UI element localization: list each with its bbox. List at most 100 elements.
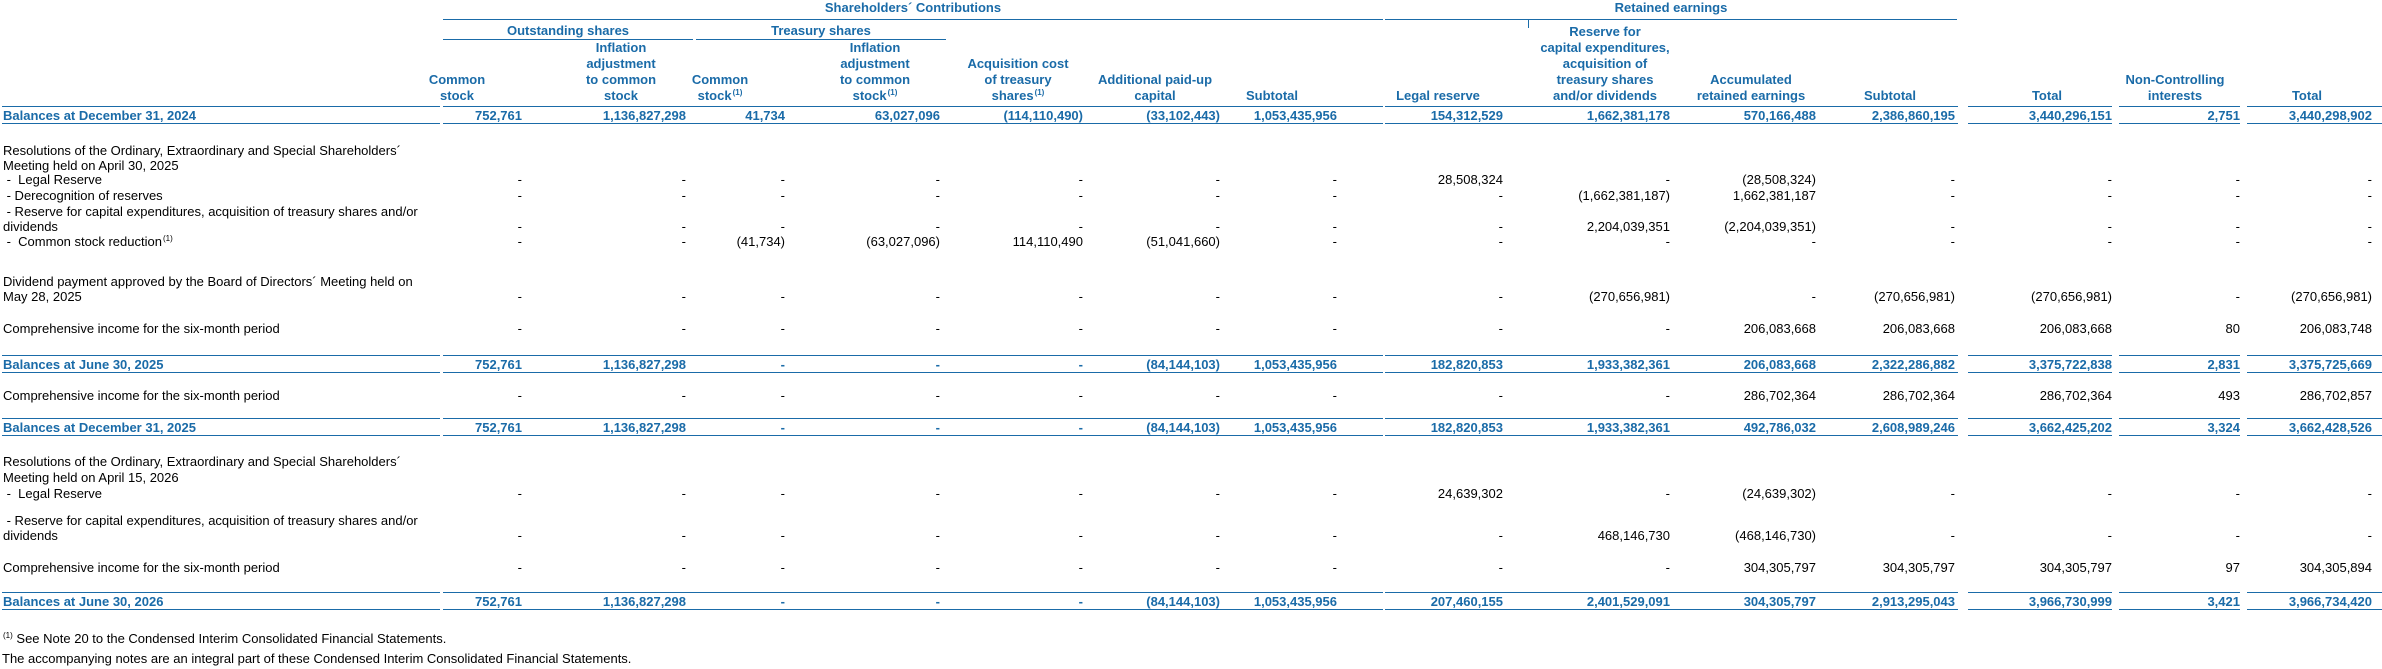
cell-total1: - (2107, 528, 2112, 543)
cell-accum_re: 206,083,668 (1743, 321, 1816, 336)
column-header-ts_common_stock: Common (691, 72, 749, 87)
divider (1385, 123, 1958, 124)
cell-subtotal1: 1,053,435,956 (1253, 594, 1337, 609)
cell-subtotal1: 1,053,435,956 (1253, 357, 1337, 372)
cell-total2: - (2367, 486, 2372, 501)
cell-total2: 3,375,725,669 (2288, 357, 2372, 372)
cell-ts_common_stock: - (780, 321, 785, 336)
cell-total2: - (2367, 234, 2372, 249)
cell-common_stock: - (517, 528, 522, 543)
cell-common_stock: - (517, 388, 522, 403)
cell-apic: - (1215, 219, 1220, 234)
cell-accum_re: 206,083,668 (1743, 357, 1816, 372)
cell-ts_common_stock: - (780, 420, 785, 435)
divider (1528, 20, 1529, 28)
cell-apic: (33,102,443) (1146, 108, 1220, 123)
cell-legal_reserve: 182,820,853 (1430, 357, 1503, 372)
divider (2119, 609, 2240, 610)
row-label: Meeting held on April 30, 2025 (3, 158, 179, 174)
cell-nci: 97 (2225, 560, 2240, 575)
cell-subtotal2: 206,083,668 (1882, 321, 1955, 336)
divider (1968, 609, 2112, 610)
cell-legal_reserve: - (1498, 388, 1503, 403)
cell-nci: - (2235, 234, 2240, 249)
divider (1385, 355, 1958, 356)
divider (2119, 592, 2240, 593)
cell-acq_cost: - (1078, 486, 1083, 501)
cell-ts_common_stock: - (780, 486, 785, 501)
divider (2, 123, 440, 124)
cell-total2: 286,702,857 (2299, 388, 2372, 403)
column-header-subtotal1: Subtotal (1246, 88, 1298, 103)
divider (1385, 372, 1958, 373)
divider (2, 418, 440, 419)
row-label: - Legal Reserve (3, 486, 102, 502)
column-header-nci: interests (2147, 88, 2203, 103)
row-label-text: - Derecognition of reserves (3, 188, 163, 203)
cell-nci: 3,324 (2207, 420, 2240, 435)
cell-reserve_capex: - (1665, 388, 1670, 403)
cell-ts_common_stock: 41,734 (745, 108, 785, 123)
row-label-text: dividends (3, 528, 58, 543)
cell-nci: 493 (2218, 388, 2240, 403)
cell-accum_re: 570,166,488 (1743, 108, 1816, 123)
cell-total2: - (2367, 219, 2372, 234)
cell-subtotal1: - (1332, 289, 1337, 304)
cell-apic: - (1215, 388, 1220, 403)
cell-legal_reserve: 182,820,853 (1430, 420, 1503, 435)
divider (2247, 106, 2382, 107)
divider (2, 592, 440, 593)
column-header-inflation_adj: adjustment (586, 56, 656, 71)
divider (443, 435, 1383, 436)
column-header-acq_cost: of treasury (984, 72, 1052, 87)
balance-row-label: Balances at December 31, 2024 (3, 108, 196, 124)
cell-acq_cost: - (1078, 289, 1083, 304)
cell-ts_inflation_adj: (63,027,096) (866, 234, 940, 249)
cell-ts_common_stock: - (780, 528, 785, 543)
cell-legal_reserve: 28,508,324 (1437, 172, 1503, 187)
divider (2247, 355, 2382, 356)
group-retained-earnings: Retained earnings (1614, 0, 1728, 15)
divider (443, 418, 1383, 419)
divider (2, 355, 440, 356)
cell-ts_inflation_adj: 63,027,096 (874, 108, 940, 123)
column-header-reserve_capex: acquisition of (1562, 56, 1648, 71)
row-label-text: Balances at June 30, 2026 (3, 594, 164, 609)
cell-inflation_adj: - (681, 321, 686, 336)
divider (443, 106, 1383, 107)
group-shareholders-contributions: Shareholders´ Contributions (824, 0, 1002, 15)
row-label-text: May 28, 2025 (3, 289, 82, 304)
cell-total2: - (2367, 528, 2372, 543)
cell-total1: (270,656,981) (2031, 289, 2112, 304)
cell-legal_reserve: 24,639,302 (1437, 486, 1503, 501)
row-label-text: Resolutions of the Ordinary, Extraordina… (3, 454, 401, 469)
cell-nci: 2,831 (2207, 357, 2240, 372)
divider (1968, 372, 2112, 373)
row-label-text: - Legal Reserve (3, 486, 102, 501)
cell-total1: 206,083,668 (2039, 321, 2112, 336)
balance-row-label: Balances at December 31, 2025 (3, 420, 196, 436)
cell-total2: - (2367, 172, 2372, 187)
cell-acq_cost: - (1078, 560, 1083, 575)
cell-subtotal2: - (1950, 234, 1955, 249)
cell-apic: (84,144,103) (1146, 420, 1220, 435)
cell-total2: 304,305,894 (2299, 560, 2372, 575)
cell-reserve_capex: - (1665, 172, 1670, 187)
divider (1968, 355, 2112, 356)
cell-acq_cost: 114,110,490 (1012, 234, 1083, 249)
cell-total1: 3,662,425,202 (2028, 420, 2112, 435)
divider (1968, 106, 2112, 107)
cell-apic: - (1215, 172, 1220, 187)
cell-inflation_adj: - (681, 289, 686, 304)
cell-acq_cost: - (1078, 357, 1083, 372)
cell-apic: - (1215, 289, 1220, 304)
divider (2119, 372, 2240, 373)
cell-ts_inflation_adj: - (935, 594, 940, 609)
cell-inflation_adj: - (681, 486, 686, 501)
divider (443, 39, 693, 40)
cell-legal_reserve: - (1498, 560, 1503, 575)
cell-ts_inflation_adj: - (935, 528, 940, 543)
cell-total1: 304,305,797 (2039, 560, 2112, 575)
cell-acq_cost: - (1078, 594, 1083, 609)
cell-subtotal1: - (1332, 234, 1337, 249)
